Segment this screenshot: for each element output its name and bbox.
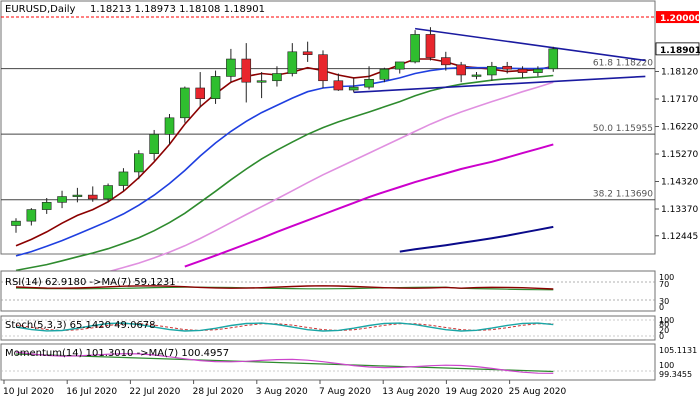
candle-body xyxy=(364,78,374,88)
candle-body xyxy=(440,57,451,66)
price-axis: 1.18120 1.17170 1.16220 1.15270 1.14320 1.133… xyxy=(655,11,700,242)
rsi-axis-label: 100 xyxy=(659,273,674,282)
moving-average-line xyxy=(15,74,554,272)
price-tick-label: 1.15270 xyxy=(661,150,698,160)
candle-body xyxy=(41,202,52,210)
trend-layer xyxy=(353,27,646,94)
candle-body xyxy=(272,73,282,82)
candle-body xyxy=(487,65,497,76)
price-tick-label: 1.14320 xyxy=(661,177,698,187)
candle-body xyxy=(410,34,420,63)
current-price-label: 1.18901 xyxy=(660,46,700,56)
candle-layer xyxy=(11,27,559,233)
current-price-tag xyxy=(655,42,700,56)
price-tick-label: 1.13370 xyxy=(661,205,698,215)
ohlc-readout: 1.18213 1.18973 1.18108 1.18901 xyxy=(90,4,265,15)
stoch-axis-label: 100 xyxy=(659,316,674,325)
fib-level-label: 61.8 1.18220 xyxy=(593,59,653,69)
price-tick-label: 1.18120 xyxy=(661,67,698,77)
stoch-axis-label: 0 xyxy=(659,332,664,341)
x-axis-label: 7 Aug 2020 xyxy=(319,387,371,397)
x-axis: 10 Jul 2020 16 Jul 2020 22 Jul 2020 28 Jul … xyxy=(3,380,567,397)
moving-average-line xyxy=(399,225,554,253)
candle-body xyxy=(471,74,482,77)
candle-body xyxy=(26,209,37,222)
x-axis-label: 3 Aug 2020 xyxy=(256,387,308,397)
candle-body xyxy=(149,134,159,155)
x-axis-label: 25 Aug 2020 xyxy=(509,387,567,397)
fib-level-label: 38.2 1.13690 xyxy=(593,190,653,200)
rsi-axis-label: 70 xyxy=(659,280,669,289)
x-axis-label: 16 Jul 2020 xyxy=(66,387,117,397)
candle-body xyxy=(379,68,390,80)
rsi-label: RSI(14) 62.9180 ->MA(7) 59.1231 xyxy=(5,277,176,288)
candle-body xyxy=(333,80,344,91)
stoch-axis-label: 80 xyxy=(659,320,669,329)
momentum-line xyxy=(15,351,554,374)
candle-body xyxy=(287,51,298,74)
candle-body xyxy=(57,196,67,203)
candle-body xyxy=(256,80,267,83)
candle-body xyxy=(72,194,83,197)
momentum-label: Momentum(14) 101.3010 ->MA(7) 100.4957 xyxy=(5,348,229,359)
candle-body xyxy=(241,58,252,83)
fib-level-label: 50.0 1.15955 xyxy=(593,124,653,134)
top-level-label: 1.20000 xyxy=(660,14,700,24)
candle-body xyxy=(348,86,359,91)
top-level-tag xyxy=(656,11,699,24)
candle-body xyxy=(548,48,559,70)
x-axis-label: 22 Jul 2020 xyxy=(129,387,180,397)
candle-body xyxy=(302,51,313,55)
price-tick-label: 1.16220 xyxy=(661,122,698,132)
candle-body xyxy=(456,64,466,76)
rsi-panel-frame xyxy=(0,270,656,312)
candle-body xyxy=(118,171,129,186)
candle-body xyxy=(210,76,221,99)
candle-body xyxy=(425,34,436,58)
price-tick-label: 1.17170 xyxy=(661,95,698,105)
candle-body xyxy=(164,117,175,135)
momentum-layer xyxy=(1,351,655,374)
rsi-layer xyxy=(1,281,655,301)
trendline xyxy=(414,27,646,62)
trendline xyxy=(353,75,646,94)
rsi-line xyxy=(15,285,554,290)
stoch-label: Stoch(5,3,3) 65.1420 49.0678 xyxy=(5,320,156,331)
candle-body xyxy=(195,87,205,99)
stoch-main-line xyxy=(15,322,554,332)
momentum-axis-label: 100 xyxy=(659,361,674,370)
rsi-axis-label: 30 xyxy=(659,297,669,306)
candle-body xyxy=(11,220,21,226)
symbol-title: EURUSD,Daily xyxy=(5,4,76,15)
candle-body xyxy=(134,153,144,173)
candle-body xyxy=(180,87,190,119)
stoch-signal-line xyxy=(15,323,554,332)
x-axis-label: 10 Jul 2020 xyxy=(3,387,54,397)
rsi-axis-label: 0 xyxy=(659,303,664,312)
moving-average-line xyxy=(184,143,554,268)
x-axis-label: 19 Aug 2020 xyxy=(445,387,503,397)
price-tick-label: 1.12445 xyxy=(661,232,698,242)
fib-layer: 61.8 1.18220 50.0 1.15955 38.2 1.13690 xyxy=(1,16,655,201)
momentum-ma-line xyxy=(15,353,554,373)
stoch-axis-label: 20 xyxy=(659,326,669,335)
momentum-axis-label: 105.1131 xyxy=(659,346,697,355)
candle-body xyxy=(87,194,98,200)
candle-body xyxy=(517,68,528,73)
x-axis-label: 13 Aug 2020 xyxy=(382,387,440,397)
main-panel-frame xyxy=(0,0,656,255)
candle-body xyxy=(318,54,328,82)
stoch-layer xyxy=(1,319,655,337)
candle-body xyxy=(226,58,236,77)
x-axis-label: 28 Jul 2020 xyxy=(193,387,244,397)
candle-body xyxy=(533,68,543,73)
candle-body xyxy=(502,65,513,70)
candle-body xyxy=(103,185,113,200)
momentum-axis-label: 99.3455 xyxy=(659,370,692,379)
candle-body xyxy=(394,61,405,70)
